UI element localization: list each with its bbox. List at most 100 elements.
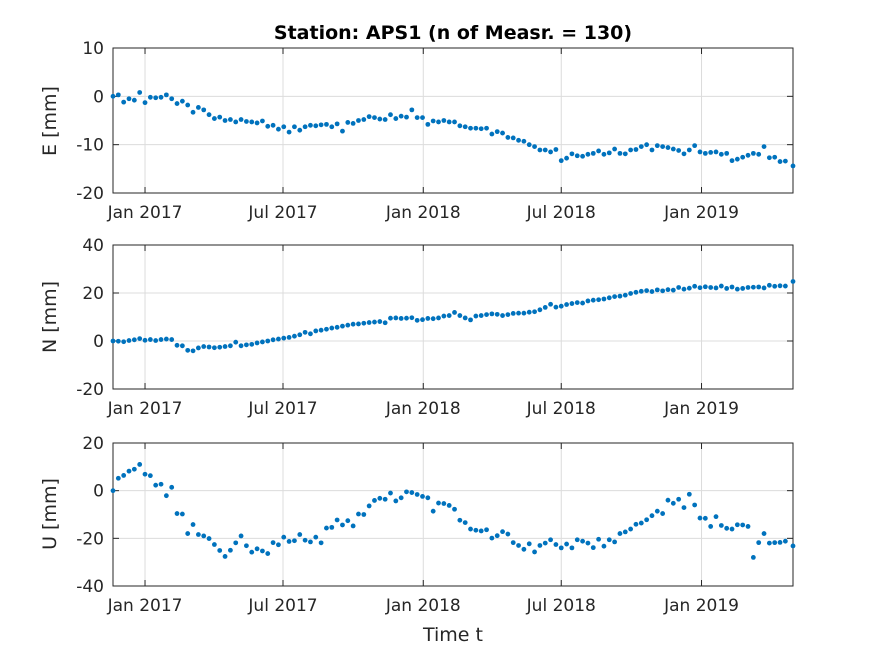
- data-point: [521, 547, 526, 552]
- data-point: [698, 285, 703, 290]
- data-point: [655, 287, 660, 292]
- data-point: [244, 543, 249, 548]
- data-point: [505, 312, 510, 317]
- data-point: [436, 316, 441, 321]
- data-point: [116, 92, 121, 97]
- data-point: [735, 522, 740, 527]
- data-point: [527, 310, 532, 315]
- data-point: [791, 544, 796, 549]
- data-point: [554, 147, 559, 152]
- data-point: [415, 318, 420, 323]
- data-point: [399, 495, 404, 500]
- data-point: [607, 295, 612, 300]
- data-point: [116, 476, 121, 481]
- data-point: [393, 499, 398, 504]
- axes-frame-north: [113, 245, 793, 389]
- data-point: [730, 158, 735, 163]
- data-point: [319, 540, 324, 545]
- data-point: [292, 124, 297, 129]
- data-point: [671, 147, 676, 152]
- data-point: [185, 103, 190, 108]
- data-point: [527, 541, 532, 546]
- data-point: [425, 316, 430, 321]
- data-point: [335, 518, 340, 523]
- data-point: [164, 337, 169, 342]
- data-point: [692, 503, 697, 508]
- data-point: [441, 501, 446, 506]
- data-point: [644, 517, 649, 522]
- data-point: [431, 316, 436, 321]
- data-point: [121, 100, 126, 105]
- data-point: [452, 507, 457, 512]
- data-point: [191, 110, 196, 115]
- data-point: [287, 335, 292, 340]
- data-point: [212, 542, 217, 547]
- data-point: [532, 309, 537, 314]
- x-tick-label: Jan 2019: [663, 399, 739, 419]
- data-point: [111, 94, 116, 99]
- data-point: [340, 523, 345, 528]
- data-point: [207, 112, 212, 117]
- data-point: [612, 294, 617, 299]
- y-tick-label: 0: [93, 482, 104, 502]
- y-tick-label: 20: [82, 434, 104, 454]
- data-point: [676, 497, 681, 502]
- data-point: [682, 505, 687, 510]
- data-point: [425, 495, 430, 500]
- data-point: [111, 339, 116, 344]
- data-point: [324, 122, 329, 127]
- data-point: [308, 540, 313, 545]
- x-tick-label: Jan 2017: [107, 596, 183, 616]
- data-point: [281, 124, 286, 129]
- data-point: [778, 540, 783, 545]
- data-point: [169, 337, 174, 342]
- data-point: [217, 345, 222, 350]
- data-point: [244, 342, 249, 347]
- data-point: [580, 154, 585, 159]
- data-point: [239, 117, 244, 122]
- data-point: [527, 142, 532, 147]
- data-point: [479, 313, 484, 318]
- data-point: [655, 509, 660, 514]
- data-point: [740, 155, 745, 160]
- data-point: [340, 324, 345, 329]
- data-point: [703, 151, 708, 156]
- data-point: [570, 301, 575, 306]
- data-point: [580, 301, 585, 306]
- data-point: [148, 337, 153, 342]
- data-point: [121, 339, 126, 344]
- data-point: [564, 302, 569, 307]
- data-point: [602, 544, 607, 549]
- y-axis-label-up: U [mm]: [39, 478, 61, 550]
- data-point: [746, 285, 751, 290]
- data-point: [650, 148, 655, 153]
- data-point: [212, 345, 217, 350]
- data-point: [634, 290, 639, 295]
- data-point: [201, 534, 206, 539]
- data-point: [233, 340, 238, 345]
- data-point: [500, 529, 505, 534]
- data-point: [447, 503, 452, 508]
- data-point: [698, 150, 703, 155]
- data-point: [548, 150, 553, 155]
- data-point: [265, 551, 270, 556]
- data-point: [489, 132, 494, 137]
- data-point: [564, 542, 569, 547]
- data-point: [409, 490, 414, 495]
- data-point: [233, 120, 238, 125]
- data-point: [127, 338, 132, 343]
- data-point: [644, 142, 649, 147]
- data-point: [180, 343, 185, 348]
- data-point: [650, 289, 655, 294]
- data-point: [495, 129, 500, 134]
- panel-up: -40-20020 Jan 2017 Jul 2017 Jan 2018 Jul 20…: [39, 434, 795, 616]
- data-point: [516, 311, 521, 316]
- data-point: [441, 314, 446, 319]
- data-point: [591, 545, 596, 550]
- data-point: [548, 302, 553, 307]
- data-point: [313, 123, 318, 128]
- data-point: [399, 316, 404, 321]
- data-point: [735, 287, 740, 292]
- data-point: [655, 143, 660, 148]
- data-point: [383, 117, 388, 122]
